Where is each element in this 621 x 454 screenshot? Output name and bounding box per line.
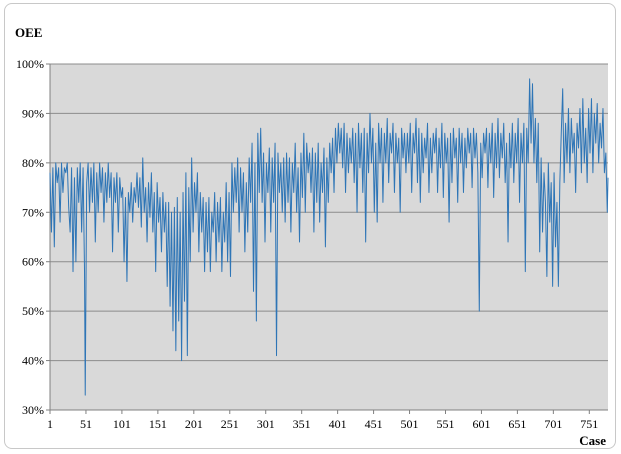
y-tick-label: 40% [22,354,44,368]
x-tick-label: 501 [401,417,419,431]
y-tick-label: 50% [22,304,44,318]
x-tick-label: 301 [257,417,275,431]
x-tick-label: 251 [221,417,239,431]
x-tick-label: 201 [185,417,203,431]
x-tick-label: 401 [329,417,347,431]
x-axis-title: Case [579,433,606,448]
x-tick-label: 351 [293,417,311,431]
x-tick-label: 751 [580,417,598,431]
x-tick-label: 451 [365,417,383,431]
x-tick-label: 1 [47,417,53,431]
x-tick-label: 601 [472,417,490,431]
x-tick-label: 551 [436,417,454,431]
y-tick-label: 30% [22,403,44,417]
x-axis-ticks: 1 51 101 151 201 251 301 351 401 451 501 551 601 651 7… [47,410,598,431]
y-axis-ticks: 30% 40% 50% 60% 70% 80% 90% 100% [16,57,50,417]
x-tick-label: 51 [80,417,92,431]
x-tick-label: 701 [544,417,562,431]
plot-area [50,64,608,410]
y-tick-label: 100% [16,57,44,71]
y-tick-label: 60% [22,255,44,269]
y-tick-label: 90% [22,106,44,120]
oee-series-line [49,78,609,396]
y-tick-label: 80% [22,156,44,170]
y-tick-label: 70% [22,205,44,219]
x-tick-label: 651 [508,417,526,431]
x-tick-label: 151 [149,417,167,431]
y-axis-title: OEE [15,25,42,40]
x-tick-label: 101 [113,417,131,431]
